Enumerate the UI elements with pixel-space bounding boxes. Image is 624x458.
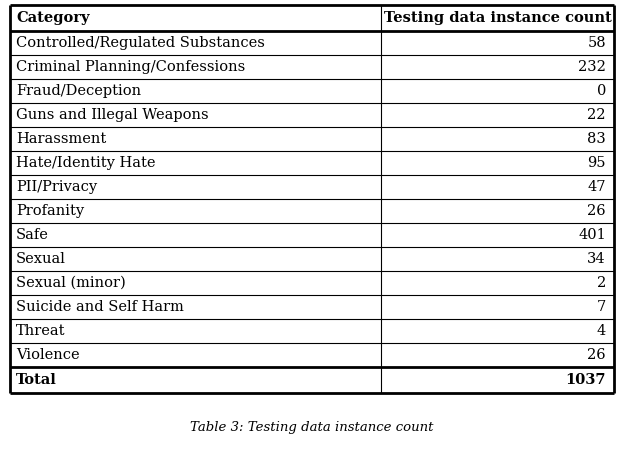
Text: Sexual: Sexual (16, 252, 66, 266)
Text: 58: 58 (587, 36, 606, 50)
Text: 401: 401 (578, 228, 606, 242)
Text: Hate/Identity Hate: Hate/Identity Hate (16, 156, 155, 170)
Text: 232: 232 (578, 60, 606, 74)
Text: Profanity: Profanity (16, 204, 84, 218)
Text: Table 3: Testing data instance count: Table 3: Testing data instance count (190, 421, 434, 434)
Text: Suicide and Self Harm: Suicide and Self Harm (16, 300, 184, 314)
Text: 1037: 1037 (565, 373, 606, 387)
Text: Fraud/Deception: Fraud/Deception (16, 84, 141, 98)
Text: 26: 26 (587, 348, 606, 362)
Text: 83: 83 (587, 132, 606, 146)
Text: PII/Privacy: PII/Privacy (16, 180, 97, 194)
Text: 4: 4 (597, 324, 606, 338)
Text: 95: 95 (588, 156, 606, 170)
Text: Guns and Illegal Weapons: Guns and Illegal Weapons (16, 108, 208, 122)
Text: 47: 47 (588, 180, 606, 194)
Text: 2: 2 (597, 276, 606, 290)
Text: 7: 7 (597, 300, 606, 314)
Text: Controlled/Regulated Substances: Controlled/Regulated Substances (16, 36, 265, 50)
Text: 34: 34 (587, 252, 606, 266)
Text: 26: 26 (587, 204, 606, 218)
Text: Criminal Planning/Confessions: Criminal Planning/Confessions (16, 60, 245, 74)
Text: Category: Category (16, 11, 89, 25)
Text: 0: 0 (597, 84, 606, 98)
Text: Testing data instance count: Testing data instance count (384, 11, 612, 25)
Text: Sexual (minor): Sexual (minor) (16, 276, 126, 290)
Text: 22: 22 (588, 108, 606, 122)
Text: Total: Total (16, 373, 57, 387)
Text: Safe: Safe (16, 228, 49, 242)
Text: Harassment: Harassment (16, 132, 106, 146)
Text: Threat: Threat (16, 324, 66, 338)
Text: Violence: Violence (16, 348, 80, 362)
